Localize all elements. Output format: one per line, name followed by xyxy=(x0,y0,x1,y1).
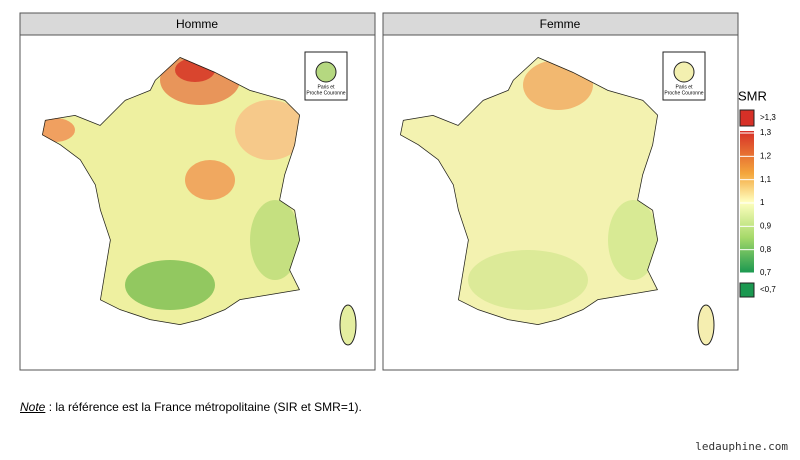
legend-label: 1,1 xyxy=(760,175,772,184)
maps: Homme Femme xyxy=(19,12,776,371)
inset-label: Proche Couronne xyxy=(306,90,345,96)
inset-label: Proche Couronne xyxy=(664,90,703,96)
panel-title: Femme xyxy=(540,17,581,31)
legend-label: 0,9 xyxy=(760,221,772,230)
panel-title: Homme xyxy=(176,17,218,31)
legend-label: 1,2 xyxy=(760,151,772,160)
legend-label: 0,8 xyxy=(760,245,772,254)
legend-label: 1,3 xyxy=(760,128,772,137)
watermark: ledauphine.com xyxy=(695,440,788,453)
note-label: Note xyxy=(20,400,46,414)
legend-label: 0,7 xyxy=(760,268,772,277)
legend-title: SMR xyxy=(738,88,767,103)
legend-label: 1 xyxy=(760,198,765,207)
legend-label: >1,3 xyxy=(760,113,776,122)
note: Note : la référence est la France métrop… xyxy=(20,400,362,414)
note-text: : la référence est la France métropolita… xyxy=(48,400,362,414)
panel-homme: Homme xyxy=(19,12,376,371)
panel-femme: Femme xyxy=(382,12,739,371)
legend: SMR >1,3 1,3 1,2 1,1 1 0,9 0,8 0,7 <0,7 xyxy=(738,88,776,298)
inset-label: Paris et xyxy=(318,84,336,90)
legend-label: <0,7 xyxy=(760,285,776,294)
inset-label: Paris et xyxy=(676,84,694,90)
